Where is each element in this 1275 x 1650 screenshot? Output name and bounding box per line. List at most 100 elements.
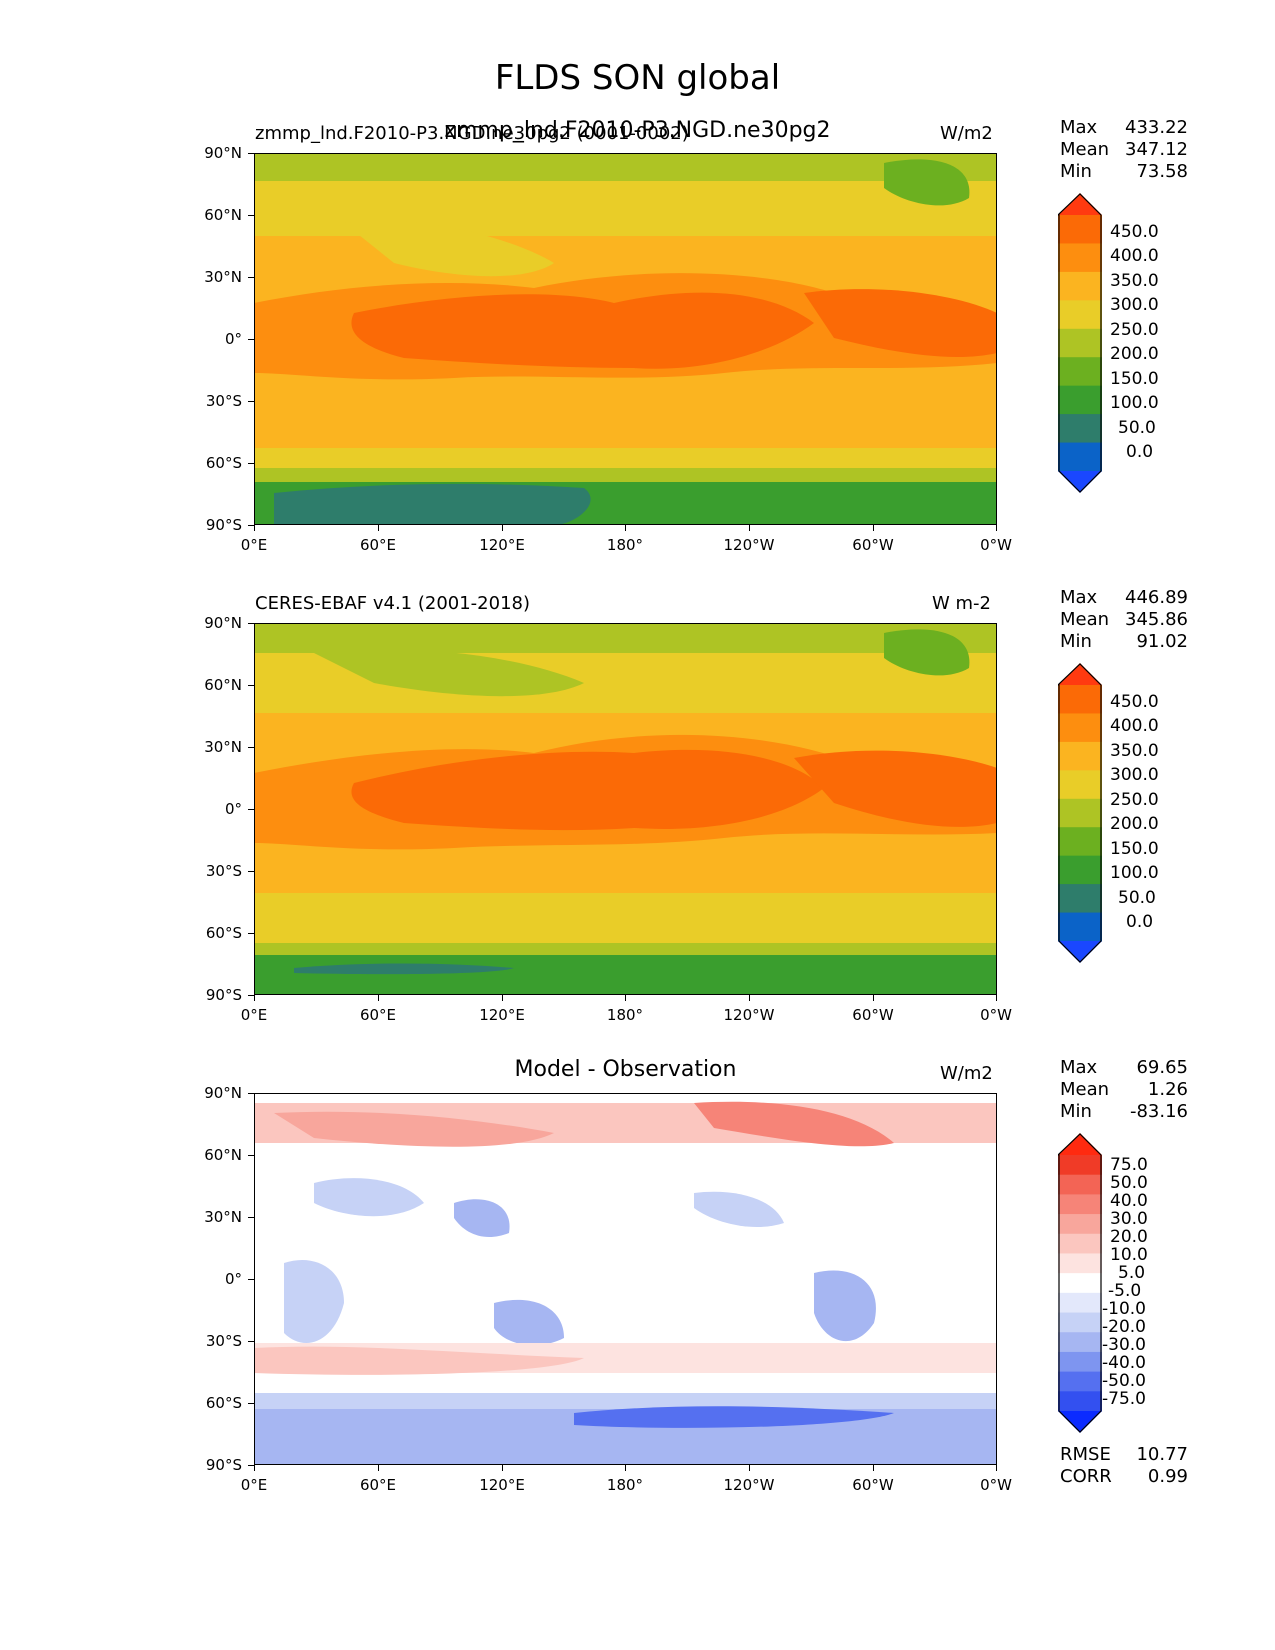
- colorbar-label: 350.0: [1110, 271, 1159, 291]
- colorbar-segment: [1058, 1273, 1102, 1294]
- lon-tick-label: 180°: [606, 1476, 644, 1494]
- lat-tick-label: 0°: [224, 800, 242, 818]
- x-tick-mark: [502, 1465, 503, 1471]
- colorbar-segment: [1058, 271, 1102, 301]
- colorbar-label: 200.0: [1110, 814, 1159, 834]
- y-tick-mark: [248, 747, 254, 748]
- colorbar-segment: [1058, 1194, 1102, 1215]
- colorbar-label: 300.0: [1110, 295, 1159, 315]
- lat-tick-label: 30°S: [205, 862, 242, 880]
- colorbar-segment: [1058, 827, 1102, 857]
- y-tick-mark: [248, 1279, 254, 1280]
- colorbar-label: 20.0: [1110, 1227, 1148, 1247]
- y-tick-mark: [248, 1403, 254, 1404]
- x-tick-mark: [254, 1465, 255, 1471]
- lat-tick-label: 90°S: [205, 516, 242, 534]
- colorbar-label: 0.0: [1126, 912, 1154, 932]
- colorbar-segment: [1058, 1351, 1102, 1373]
- colorbar-segment: [1058, 300, 1102, 330]
- lat-tick-label: 30°S: [205, 392, 242, 410]
- colorbar-segment: [1058, 685, 1102, 715]
- lon-tick-label: 180°: [606, 1006, 644, 1024]
- colorbar-label: 5.0: [1118, 1263, 1146, 1283]
- x-tick-mark: [502, 525, 503, 531]
- colorbar-label: 50.0: [1110, 1173, 1148, 1193]
- colorbar-extend-min: [1058, 1411, 1102, 1433]
- stat-mean-value: 1.26: [1147, 1079, 1188, 1100]
- lat-tick-label: 60°N: [204, 1146, 242, 1164]
- y-tick-mark: [248, 339, 254, 340]
- stat-rmse-value: 10.77: [1136, 1444, 1188, 1465]
- x-tick-mark: [749, 995, 750, 1001]
- stat-corr-value: 0.99: [1147, 1466, 1188, 1487]
- panel-units: W/m2: [940, 123, 993, 144]
- stat-min-value: 73.58: [1136, 161, 1188, 182]
- lat-tick-label: 30°N: [204, 268, 242, 286]
- stat-max-label: Max: [1060, 1057, 1098, 1078]
- y-tick-mark: [248, 401, 254, 402]
- colorbar-segment: [1058, 1214, 1102, 1235]
- colorbar-segment: [1058, 357, 1102, 387]
- y-tick-mark: [248, 153, 254, 154]
- lon-tick-label: 60°W: [852, 536, 894, 554]
- x-tick-mark: [502, 995, 503, 1001]
- colorbar-segment: [1058, 1233, 1102, 1255]
- lat-tick-label: 60°N: [204, 676, 242, 694]
- panel-subtitle-left: CERES-EBAF v4.1 (2001-2018): [255, 593, 531, 614]
- figure-title: FLDS SON global: [494, 58, 781, 98]
- colorbar-segment: [1058, 884, 1102, 914]
- stat-min-label: Min: [1060, 1101, 1092, 1122]
- lat-tick-label: 60°S: [205, 924, 242, 942]
- colorbar-label: 450.0: [1110, 222, 1159, 242]
- stat-mean-value: 347.12: [1125, 139, 1188, 160]
- colorbar-label: 40.0: [1110, 1191, 1148, 1211]
- y-tick-mark: [248, 933, 254, 934]
- colorbar-segment: [1058, 243, 1102, 273]
- lon-tick-label: 0°W: [980, 1006, 1012, 1024]
- x-tick-mark: [873, 995, 874, 1001]
- y-tick-mark: [248, 1341, 254, 1342]
- lat-tick-label: 90°S: [205, 986, 242, 1004]
- lon-tick-label: 0°W: [980, 536, 1012, 554]
- colorbar-segment: [1058, 855, 1102, 885]
- colorbar-segment: [1058, 1312, 1102, 1333]
- stat-min-label: Min: [1060, 161, 1092, 182]
- colorbar-segment: [1058, 1332, 1102, 1353]
- map-reference: [254, 623, 997, 995]
- colorbar-segment: [1058, 1155, 1102, 1176]
- lon-tick-label: 120°W: [723, 1006, 775, 1024]
- stat-max-value: 69.65: [1136, 1057, 1188, 1078]
- colorbar-label: 400.0: [1110, 716, 1159, 736]
- colorbar: [1056, 1133, 1102, 1437]
- colorbar: [1056, 663, 1102, 967]
- panel-subtitle-left: zmmp_lnd.F2010-P3.NGD.ne30pg2 (0001-0002…: [255, 123, 689, 144]
- map-frame: [254, 153, 997, 525]
- y-tick-mark: [248, 871, 254, 872]
- stat-max-value: 433.22: [1125, 117, 1188, 138]
- colorbar-label: 400.0: [1110, 246, 1159, 266]
- y-tick-mark: [248, 1217, 254, 1218]
- x-tick-mark: [254, 995, 255, 1001]
- map-test: [254, 153, 997, 525]
- panel-name-center: zmmp_lnd.F2010-P3.NGD.ne30pg2: [444, 118, 831, 143]
- stat-max-label: Max: [1060, 587, 1098, 608]
- colorbar-label: 10.0: [1110, 1245, 1148, 1265]
- x-tick-mark: [378, 995, 379, 1001]
- x-tick-mark: [625, 1465, 626, 1471]
- x-tick-mark: [873, 1465, 874, 1471]
- x-tick-mark: [996, 1465, 997, 1471]
- colorbar-label: 100.0: [1110, 393, 1159, 413]
- colorbar-label: 250.0: [1110, 320, 1159, 340]
- x-tick-mark: [254, 525, 255, 531]
- lat-tick-label: 90°S: [205, 1456, 242, 1474]
- colorbar-segment: [1058, 215, 1102, 245]
- lat-tick-label: 60°N: [204, 206, 242, 224]
- colorbar-outline: [1056, 1133, 1102, 1433]
- colorbar-segment: [1058, 385, 1102, 415]
- colorbar-label: 200.0: [1110, 344, 1159, 364]
- colorbar-segment: [1058, 713, 1102, 743]
- stat-mean-value: 345.86: [1125, 609, 1188, 630]
- lon-tick-label: 60°E: [359, 1476, 397, 1494]
- x-tick-mark: [873, 525, 874, 531]
- colorbar-extend-max: [1058, 1133, 1102, 1155]
